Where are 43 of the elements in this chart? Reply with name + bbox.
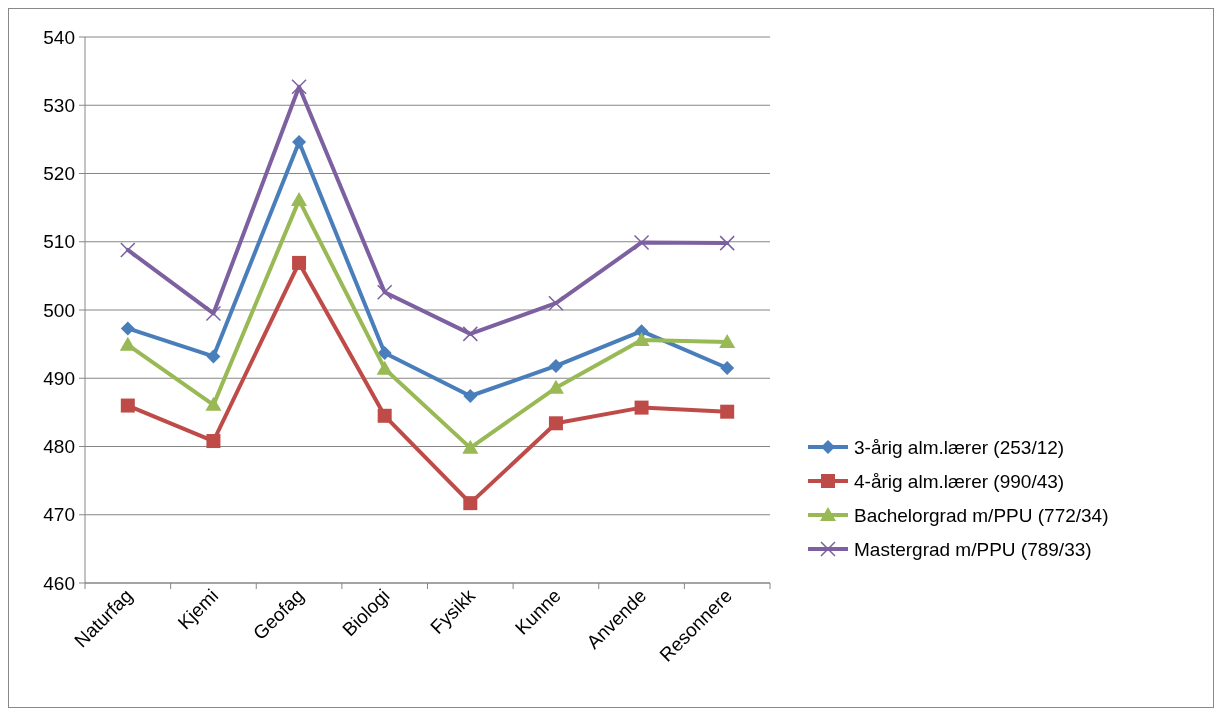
point [205,305,222,322]
point [548,358,563,373]
point [119,336,136,351]
point [463,389,478,403]
legend-label: 3-årig alm.lærer (253/12) [854,436,1065,458]
point [292,255,307,270]
y-tick-label: 510 [43,231,75,253]
point [720,404,735,419]
y-tick-label: 500 [43,299,75,321]
y-tick-label: 460 [43,572,75,594]
y-tick-label: 520 [43,163,75,185]
y-tick-label: 480 [43,436,75,458]
point [634,400,649,415]
point [719,235,735,251]
point [633,332,650,347]
point [120,398,135,413]
point [291,192,308,207]
y-tick-label: 470 [43,504,75,526]
legend-label: 4-årig alm.lærer (990/43) [854,470,1065,492]
point [462,326,479,342]
point [463,496,478,511]
point [376,284,393,300]
point [120,242,136,258]
point [206,349,221,364]
point [377,346,392,360]
y-tick-label: 540 [43,26,75,48]
legend-label: Bachelorgrad m/PPU (772/34) [854,504,1109,526]
point [548,295,564,311]
y-tick-label: 490 [43,367,75,389]
point [376,360,393,375]
legend-label: Mastergrad m/PPU (789/33) [854,538,1092,560]
point [377,408,392,423]
point [205,396,222,411]
point [291,79,307,95]
point [720,361,735,376]
point [548,416,563,431]
point [120,321,135,336]
y-tick-label: 530 [43,94,75,116]
point [462,439,479,454]
point [719,334,736,349]
point [206,434,221,449]
point [633,234,650,251]
point [292,135,307,150]
